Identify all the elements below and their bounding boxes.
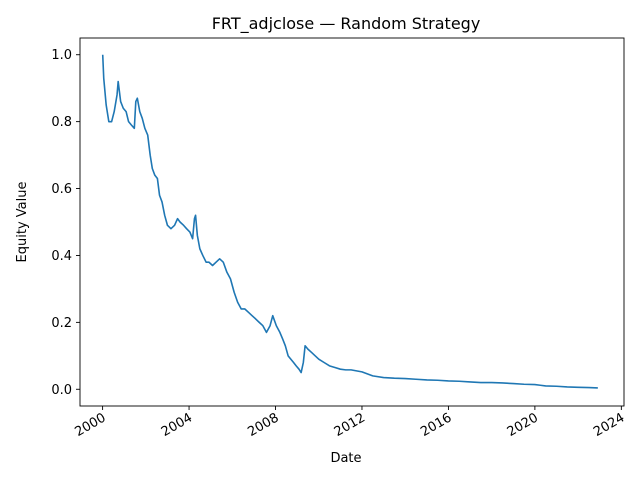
chart-title: FRT_adjclose — Random Strategy bbox=[212, 14, 481, 34]
x-axis-label: Date bbox=[330, 451, 361, 466]
y-tick-label: 1.0 bbox=[51, 48, 72, 63]
y-tick-label: 0.4 bbox=[51, 249, 72, 264]
y-tick-label: 0.0 bbox=[51, 383, 72, 398]
y-axis-label: Equity Value bbox=[15, 182, 30, 263]
y-tick-label: 0.8 bbox=[51, 115, 72, 130]
plot-area bbox=[79, 37, 625, 407]
series-line bbox=[101, 54, 598, 389]
y-tick-label: 0.2 bbox=[51, 316, 72, 331]
y-axis: 0.0 0.2 0.4 0.6 0.8 1.0 bbox=[51, 48, 80, 398]
axes-frame bbox=[79, 37, 625, 407]
y-tick-label: 0.6 bbox=[51, 182, 72, 197]
